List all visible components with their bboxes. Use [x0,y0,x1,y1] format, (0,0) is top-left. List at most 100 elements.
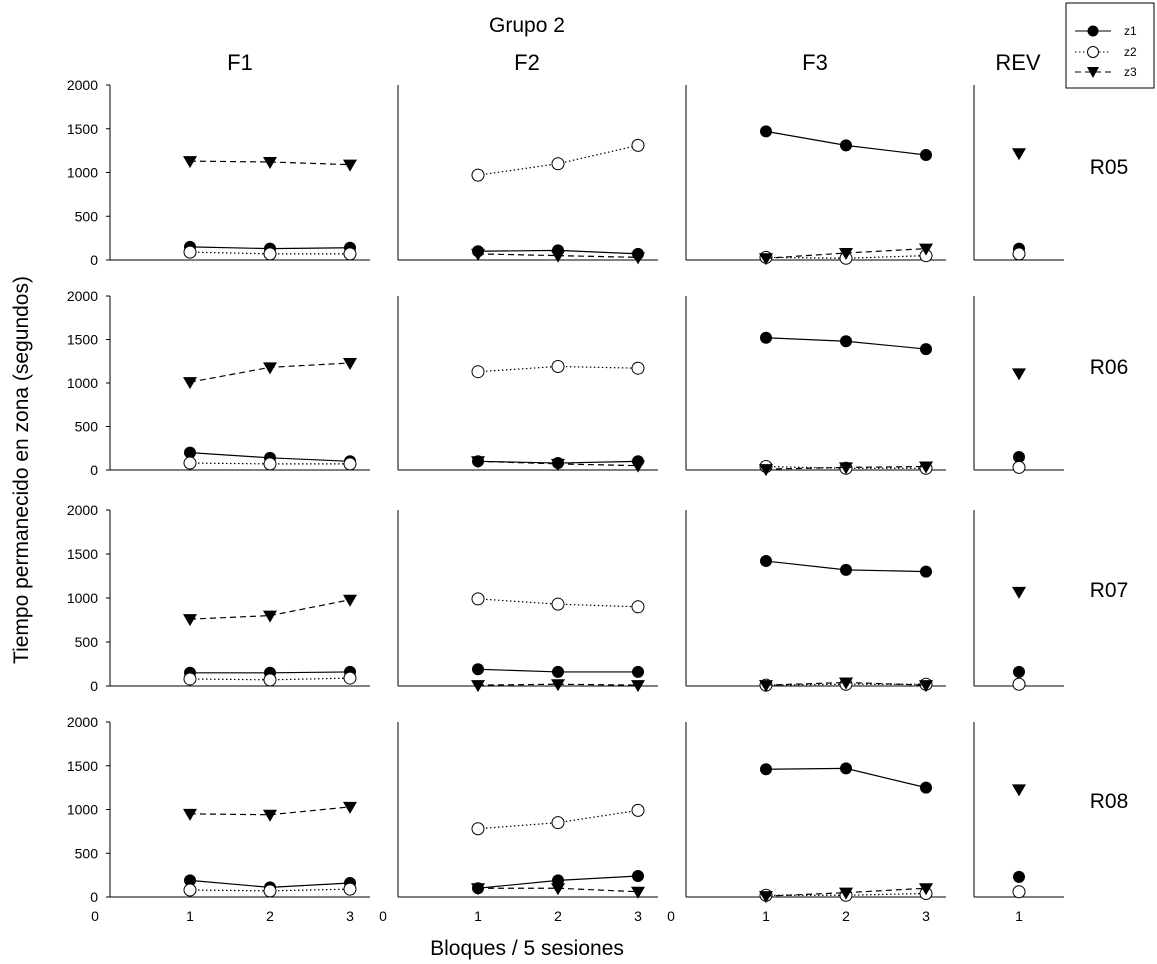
point-z3 [1012,368,1026,381]
point-z1 [1013,450,1025,463]
point-z3 [471,883,485,896]
point-z1 [632,665,644,678]
x-tick-label: 3 [922,908,930,924]
row-label-r07: R07 [1090,579,1129,602]
panel-grid: 0500100015002000050010001500200005001000… [67,77,1064,924]
row-label-r06: R06 [1090,356,1129,379]
point-z1 [760,331,772,344]
point-z3 [1012,586,1026,599]
point-z2 [471,822,485,836]
panel-r06-rev [973,296,1064,474]
row-label-r05: R05 [1090,156,1129,179]
point-z3 [551,883,565,896]
point-z1 [1013,870,1025,883]
point-z3 [551,458,565,471]
point-z3 [183,808,197,821]
point-z3 [631,680,645,693]
panel-r05-f1: 0 500 1000 1500 2000 [67,77,370,268]
point-z3 [471,680,485,693]
y-tick-label: 0 [90,252,98,268]
panel-r07-f2 [397,510,658,693]
legend-marker-z1 [1087,25,1099,37]
x-tick-label: 1 [474,908,482,924]
point-z1 [184,446,196,459]
legend: z1 z2 z3 [1065,2,1155,89]
x-tick-label: 3 [346,908,354,924]
point-z1 [920,149,932,161]
point-z2 [183,456,197,470]
y-tick-label: 2000 [67,502,98,518]
point-z2 [263,247,277,261]
y-tick-label: 500 [75,208,99,224]
point-z3 [183,614,197,627]
point-z3 [1012,784,1026,797]
point-z2 [471,168,485,182]
point-z3 [263,809,277,822]
point-z1 [920,781,932,794]
point-z2 [263,884,277,898]
y-tick-label: 1000 [67,375,98,391]
point-z1 [840,335,852,348]
point-z3 [343,357,357,370]
point-z3 [839,887,853,900]
point-z3 [1012,148,1026,161]
point-z2 [183,672,197,686]
point-z1 [632,870,644,882]
x-tick-label: 2 [266,908,274,924]
point-z3 [919,461,933,474]
point-z1 [184,874,196,887]
point-z3 [551,250,565,263]
y-tick-label: 0 [90,462,98,478]
panel-r06-f1: 0 500 1000 1500 2000 [67,288,370,478]
point-z3 [839,677,853,690]
x-tick-label: 2 [842,908,850,924]
point-z1 [840,563,852,576]
point-z2 [551,816,565,830]
panel-r08-f2: 0 1 2 3 [379,722,658,924]
x-tick-label: 0 [667,908,675,924]
point-z2 [343,671,357,685]
panel-r05-rev [973,85,1064,261]
point-z3 [183,156,197,169]
point-z3 [263,610,277,623]
point-z2 [631,138,645,152]
point-z3 [919,883,933,896]
legend-marker-z3 [1087,67,1099,78]
y-tick-label: 1000 [67,802,98,818]
point-z2 [1012,460,1026,474]
point-z1 [760,763,772,776]
point-z2 [1012,677,1026,691]
x-tick-label: 0 [91,908,99,924]
point-z3 [759,680,773,693]
column-title-rev: REV [995,50,1041,75]
legend-label-z1: z1 [1124,24,1137,38]
point-z3 [759,253,773,266]
panel-r08-f3: 0 1 2 3 [667,722,946,924]
y-axis-title: Tiempo permanecido en zona (segundos) [10,276,33,664]
point-z3 [471,456,485,469]
panel-r07-f3 [685,510,946,693]
panel-r06-f3 [685,296,946,477]
point-z1 [840,139,852,152]
panel-r07-rev [973,510,1064,691]
point-z3 [759,891,773,904]
point-z3 [343,801,357,814]
point-z2 [471,592,485,606]
point-z1 [920,343,932,356]
point-z1 [1013,665,1025,678]
point-z2 [471,365,485,379]
point-z2 [343,457,357,471]
legend-label-z2: z2 [1124,45,1137,59]
point-z3 [263,157,277,169]
point-z3 [551,679,565,692]
point-z1 [760,555,772,568]
point-z1 [760,125,772,138]
column-title-f3: F3 [802,50,828,75]
panel-r07-f1: 0 500 1000 1500 2000 [67,502,370,694]
y-tick-label: 500 [75,845,99,861]
y-tick-label: 2000 [67,288,98,304]
x-axis-title: Bloques / 5 sesiones [430,937,624,960]
column-title-f1: F1 [227,50,253,75]
point-z3 [631,886,645,899]
